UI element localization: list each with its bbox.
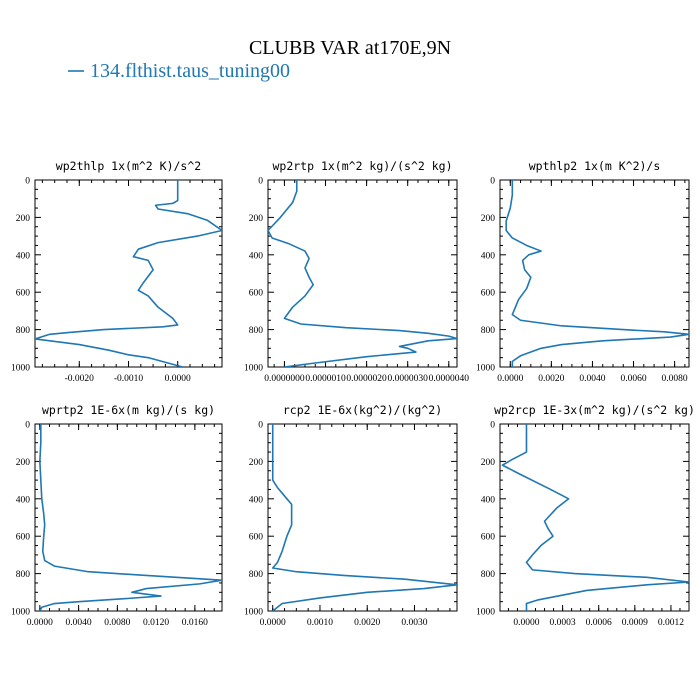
panel-title: wpthlp2 1x(m K^2)/s bbox=[529, 159, 661, 173]
panel-title: wp2thlp 1x(m^2 K)/s^2 bbox=[56, 159, 201, 173]
profile-line bbox=[268, 180, 457, 367]
y-tick-label: 400 bbox=[481, 495, 496, 505]
y-tick-label: 600 bbox=[481, 533, 496, 543]
panel-2: wp2rtp 1x(m^2 kg)/(s^2 kg) 0 200 400 600 800 1… bbox=[244, 159, 469, 384]
y-tick-label: 800 bbox=[481, 570, 496, 580]
x-tick-label: -0.0020 bbox=[65, 374, 95, 384]
panel-title: wprtp2 1E-6x(m kg)/(s kg) bbox=[42, 403, 215, 417]
x-tick-label: 0.0080 bbox=[662, 374, 688, 384]
y-tick-label: 200 bbox=[249, 458, 264, 468]
legend-label: 134.flthist.taus_tuning00 bbox=[90, 60, 290, 82]
x-tick-label: 0.0000 bbox=[260, 618, 286, 628]
panels-container: wp2thlp 1x(m^2 K)/s^2 0 200 400 600 800 1000 -0… bbox=[11, 159, 695, 628]
x-tick-label: 0.0020 bbox=[538, 374, 564, 384]
plot-frame bbox=[267, 423, 458, 612]
panel-title: rcp2 1E-6x(kg^2)/(kg^2) bbox=[283, 403, 442, 417]
y-tick-label: 200 bbox=[16, 458, 31, 468]
x-tick-label: 0.0060 bbox=[620, 374, 646, 384]
y-tick-label: 200 bbox=[249, 214, 264, 224]
x-tick-label: 0.0000 bbox=[497, 374, 523, 384]
y-tick-label: 800 bbox=[16, 326, 31, 336]
y-tick-label: 0 bbox=[258, 177, 263, 187]
y-tick-label: 600 bbox=[249, 289, 264, 299]
x-tick-label: 0.0000030 bbox=[388, 374, 429, 384]
panel-4: wprtp2 1E-6x(m kg)/(s kg) 0 200 400 600 800 10… bbox=[11, 403, 223, 628]
y-tick-label: 200 bbox=[16, 214, 31, 224]
x-tick-label: 0.0000000 bbox=[264, 374, 305, 384]
y-tick-label: 400 bbox=[249, 495, 264, 505]
y-tick-label: 800 bbox=[16, 570, 31, 580]
y-tick-label: 1000 bbox=[244, 608, 263, 618]
y-tick-label: 800 bbox=[249, 570, 264, 580]
panel-1: wp2thlp 1x(m^2 K)/s^2 0 200 400 600 800 1000 -0… bbox=[11, 159, 223, 384]
x-tick-label: 0.0000010 bbox=[305, 374, 346, 384]
profile-line bbox=[39, 424, 222, 611]
y-tick-label: 0 bbox=[25, 421, 30, 431]
x-tick-label: 0.0120 bbox=[143, 618, 169, 628]
x-tick-label: 0.0040 bbox=[579, 374, 605, 384]
x-tick-label: 0.0006 bbox=[586, 618, 612, 628]
x-tick-label: 0.0080 bbox=[104, 618, 130, 628]
x-tick-label: -0.0010 bbox=[114, 374, 144, 384]
y-tick-label: 200 bbox=[481, 458, 496, 468]
profile-line bbox=[271, 424, 457, 611]
figure-title: CLUBB VAR at170E,9N bbox=[249, 37, 451, 59]
y-tick-label: 200 bbox=[481, 214, 496, 224]
y-tick-label: 1000 bbox=[11, 608, 30, 618]
y-tick-label: 0 bbox=[258, 421, 263, 431]
y-tick-label: 600 bbox=[16, 533, 31, 543]
y-tick-label: 400 bbox=[16, 251, 31, 261]
y-tick-label: 400 bbox=[481, 251, 496, 261]
y-tick-label: 0 bbox=[490, 421, 495, 431]
y-tick-label: 400 bbox=[16, 495, 31, 505]
y-tick-label: 1000 bbox=[11, 364, 30, 374]
y-tick-label: 0 bbox=[490, 177, 495, 187]
y-tick-label: 0 bbox=[25, 177, 30, 187]
x-tick-label: 0.0009 bbox=[622, 618, 648, 628]
x-tick-label: 0.0000 bbox=[27, 618, 53, 628]
profile-line bbox=[505, 180, 689, 367]
x-tick-label: 0.0040 bbox=[66, 618, 92, 628]
panel-title: wp2rtp 1x(m^2 kg)/(s^2 kg) bbox=[272, 159, 452, 173]
panel-5: rcp2 1E-6x(kg^2)/(kg^2) 0 200 400 600 800 1000… bbox=[244, 403, 458, 628]
panel-6: wp2rcp 1E-3x(m^2 kg)/(s^2 kg) 0 200 400 600 8… bbox=[476, 403, 695, 628]
plot-frame bbox=[267, 179, 458, 368]
panel-title: wp2rcp 1E-3x(m^2 kg)/(s^2 kg) bbox=[494, 403, 695, 417]
panel-3: wpthlp2 1x(m K^2)/s020040060080010000.00… bbox=[476, 159, 690, 384]
y-tick-label: 600 bbox=[16, 289, 31, 299]
x-tick-label: 0.0003 bbox=[550, 618, 576, 628]
y-tick-label: 1000 bbox=[244, 364, 263, 374]
y-tick-label: 600 bbox=[249, 533, 264, 543]
plot-frame bbox=[499, 423, 690, 612]
plot-frame bbox=[34, 179, 223, 368]
y-tick-label: 800 bbox=[481, 326, 496, 336]
x-tick-label: 0.0020 bbox=[354, 618, 380, 628]
x-tick-label: 0.0160 bbox=[182, 618, 208, 628]
x-tick-label: 0.0012 bbox=[658, 618, 684, 628]
y-tick-label: 1000 bbox=[476, 608, 495, 618]
y-tick-label: 1000 bbox=[476, 364, 495, 374]
x-tick-label: 0.0000040 bbox=[429, 374, 470, 384]
profile-line bbox=[501, 424, 689, 611]
x-tick-label: 0.0010 bbox=[307, 618, 333, 628]
x-tick-label: 0.0000020 bbox=[346, 374, 387, 384]
plot-frame bbox=[34, 423, 223, 612]
profile-line bbox=[35, 180, 222, 367]
y-tick-label: 400 bbox=[249, 251, 264, 261]
x-tick-label: 0.0030 bbox=[401, 618, 427, 628]
y-tick-label: 600 bbox=[481, 289, 496, 299]
x-tick-label: 0.0000 bbox=[165, 374, 191, 384]
y-tick-label: 800 bbox=[249, 326, 264, 336]
x-tick-label: 0.0000 bbox=[513, 618, 539, 628]
